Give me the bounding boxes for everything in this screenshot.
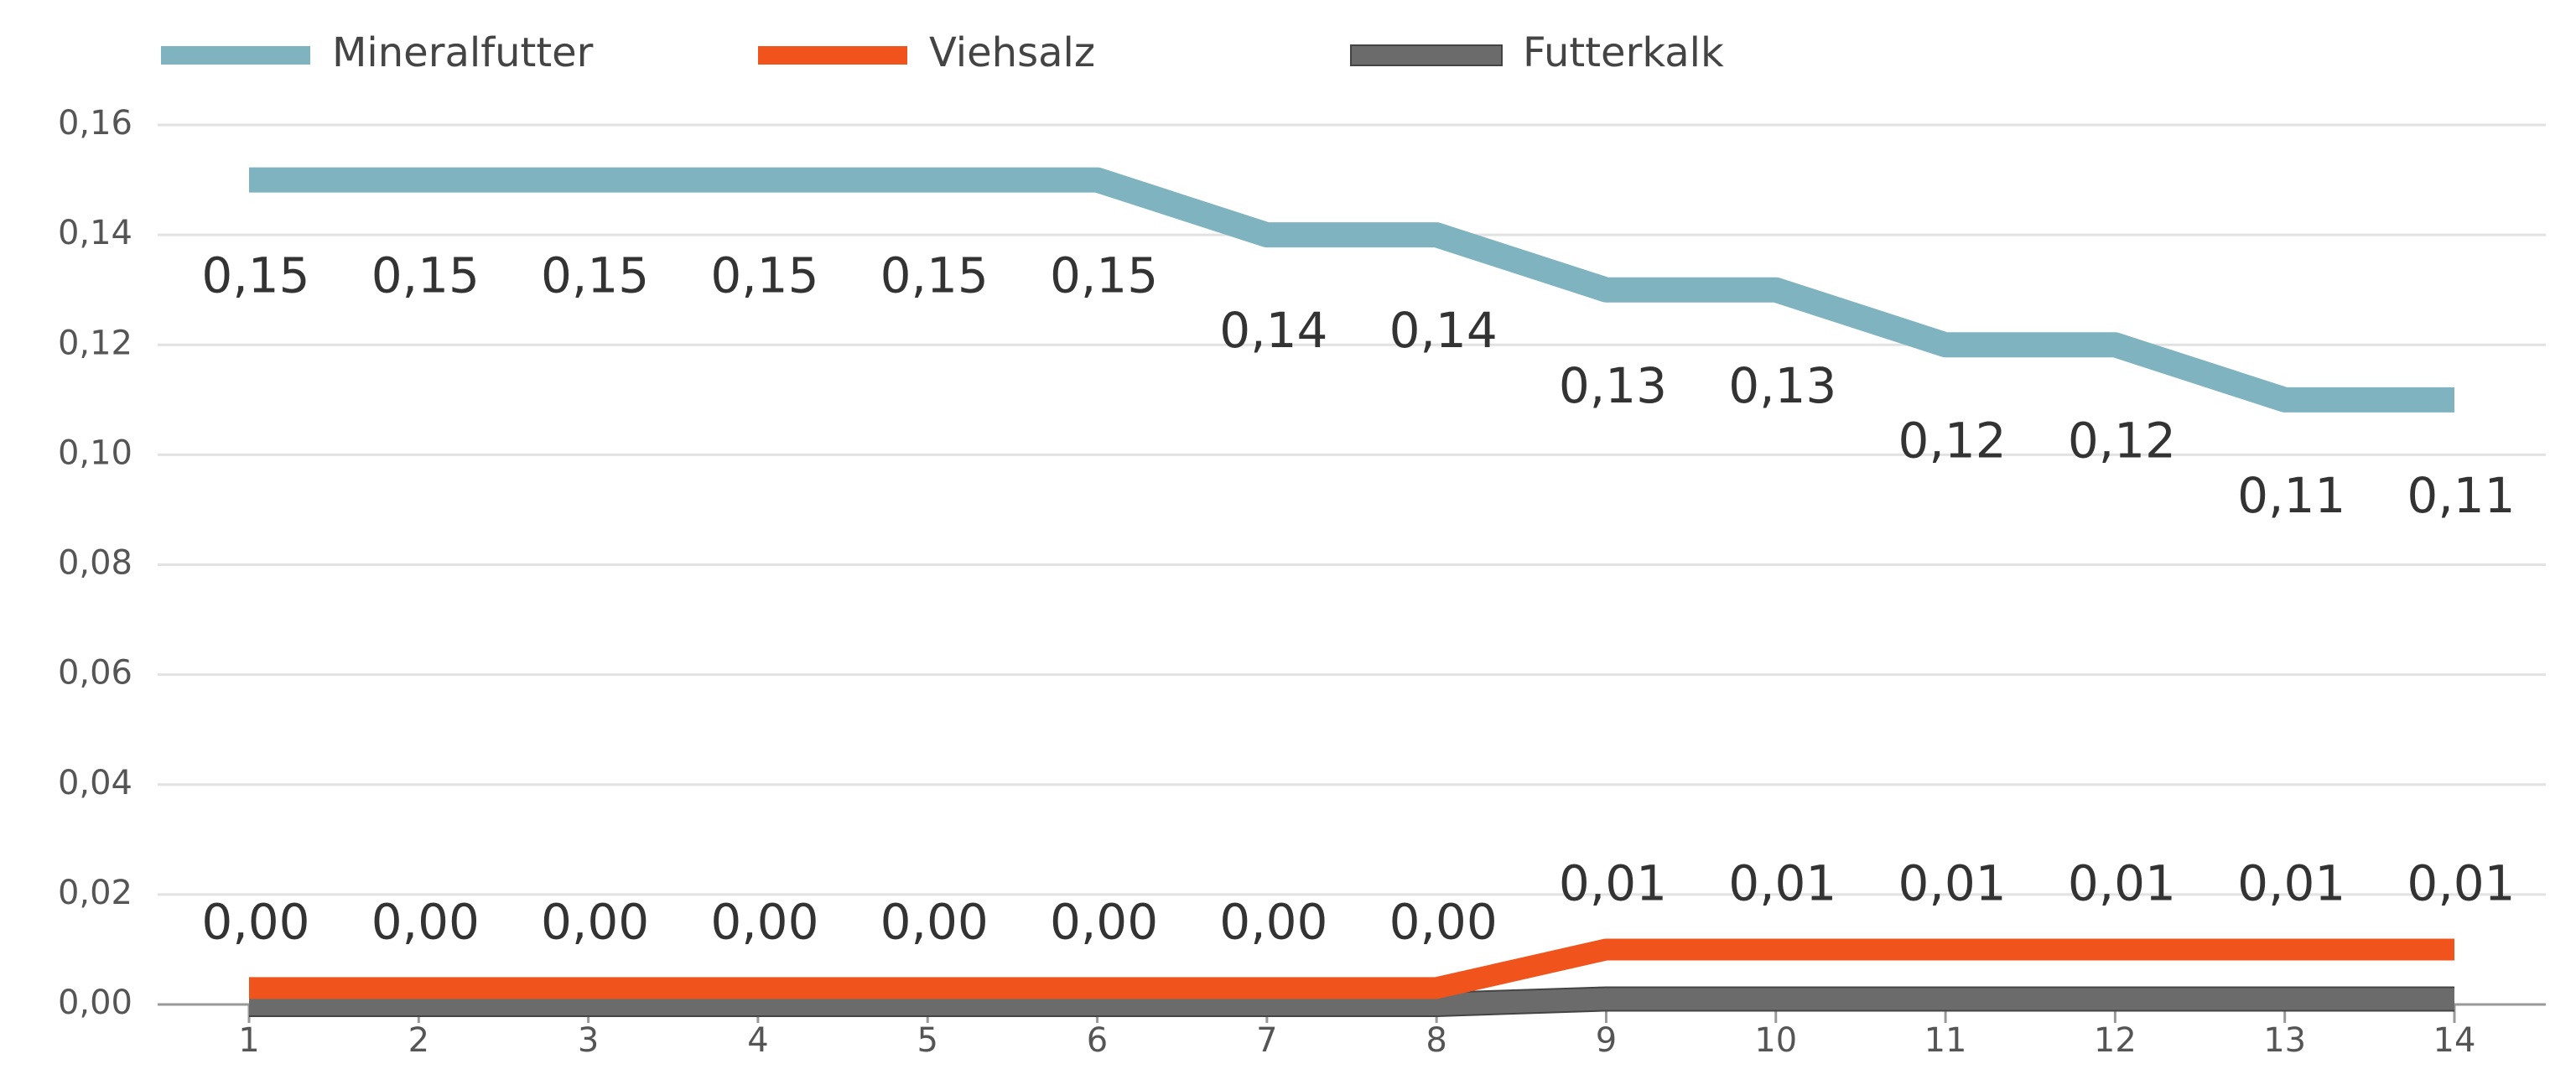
value-label: 0,11	[2407, 467, 2515, 524]
x-tick-label: 5	[917, 1021, 938, 1060]
x-tick-label: 13	[2263, 1021, 2306, 1060]
y-tick-label: 0,10	[58, 433, 132, 472]
value-label: 0,11	[2237, 467, 2345, 524]
y-tick-label: 0,04	[58, 764, 132, 802]
x-tick-label: 10	[1754, 1021, 1797, 1060]
x-tick-label: 7	[1256, 1021, 1277, 1060]
value-label: 0,00	[541, 893, 649, 950]
value-label: 0,15	[371, 247, 480, 304]
x-tick-label: 6	[1087, 1021, 1108, 1060]
x-tick-label: 3	[578, 1021, 599, 1060]
value-label: 0,00	[880, 893, 989, 950]
x-tick-label: 8	[1426, 1021, 1446, 1060]
y-tick-label: 0,00	[58, 984, 132, 1022]
value-label: 0,15	[1050, 247, 1158, 304]
value-label: 0,14	[1219, 302, 1327, 359]
x-tick-label: 11	[1924, 1021, 1967, 1060]
value-label: 0,00	[201, 893, 309, 950]
value-label: 0,01	[1559, 855, 1667, 912]
value-label: 0,01	[1898, 855, 2007, 912]
x-tick-label: 12	[2094, 1021, 2137, 1060]
value-label: 0,01	[2068, 855, 2176, 912]
legend-label: Futterkalk	[1523, 29, 1724, 76]
x-tick-label: 1	[238, 1021, 259, 1060]
y-tick-label: 0,06	[58, 654, 132, 693]
value-label: 0,00	[1219, 893, 1327, 950]
legend-swatch	[161, 46, 310, 65]
value-label: 0,15	[710, 247, 818, 304]
legend-swatch	[758, 46, 907, 65]
x-tick-label: 4	[747, 1021, 768, 1060]
value-label: 0,00	[710, 893, 818, 950]
value-label: 0,01	[1728, 855, 1836, 912]
series-line	[249, 938, 2454, 999]
legend-label: Mineralfutter	[332, 29, 594, 76]
y-tick-label: 0,12	[58, 324, 132, 362]
legend-swatch	[1352, 46, 1501, 65]
x-tick-label: 14	[2433, 1021, 2476, 1060]
series-line	[249, 167, 2454, 413]
value-label: 0,13	[1728, 357, 1836, 414]
y-tick-label: 0,02	[58, 874, 132, 912]
series-line	[249, 988, 2454, 1015]
x-tick-label: 2	[408, 1021, 429, 1060]
value-label: 0,00	[1050, 893, 1158, 950]
legend-label: Viehsalz	[929, 29, 1095, 76]
value-label: 0,15	[541, 247, 649, 304]
y-tick-label: 0,14	[58, 214, 132, 252]
value-label: 0,15	[880, 247, 989, 304]
value-label: 0,00	[371, 893, 480, 950]
value-label: 0,14	[1389, 302, 1498, 359]
value-label: 0,12	[2068, 412, 2176, 469]
y-tick-label: 0,16	[58, 104, 132, 143]
value-label: 0,01	[2237, 855, 2345, 912]
value-label: 0,00	[1389, 893, 1498, 950]
value-label: 0,12	[1898, 412, 2007, 469]
value-label: 0,13	[1559, 357, 1667, 414]
x-tick-label: 9	[1596, 1021, 1617, 1060]
value-label: 0,15	[201, 247, 309, 304]
y-tick-label: 0,08	[58, 544, 132, 583]
value-label: 0,01	[2407, 855, 2515, 912]
